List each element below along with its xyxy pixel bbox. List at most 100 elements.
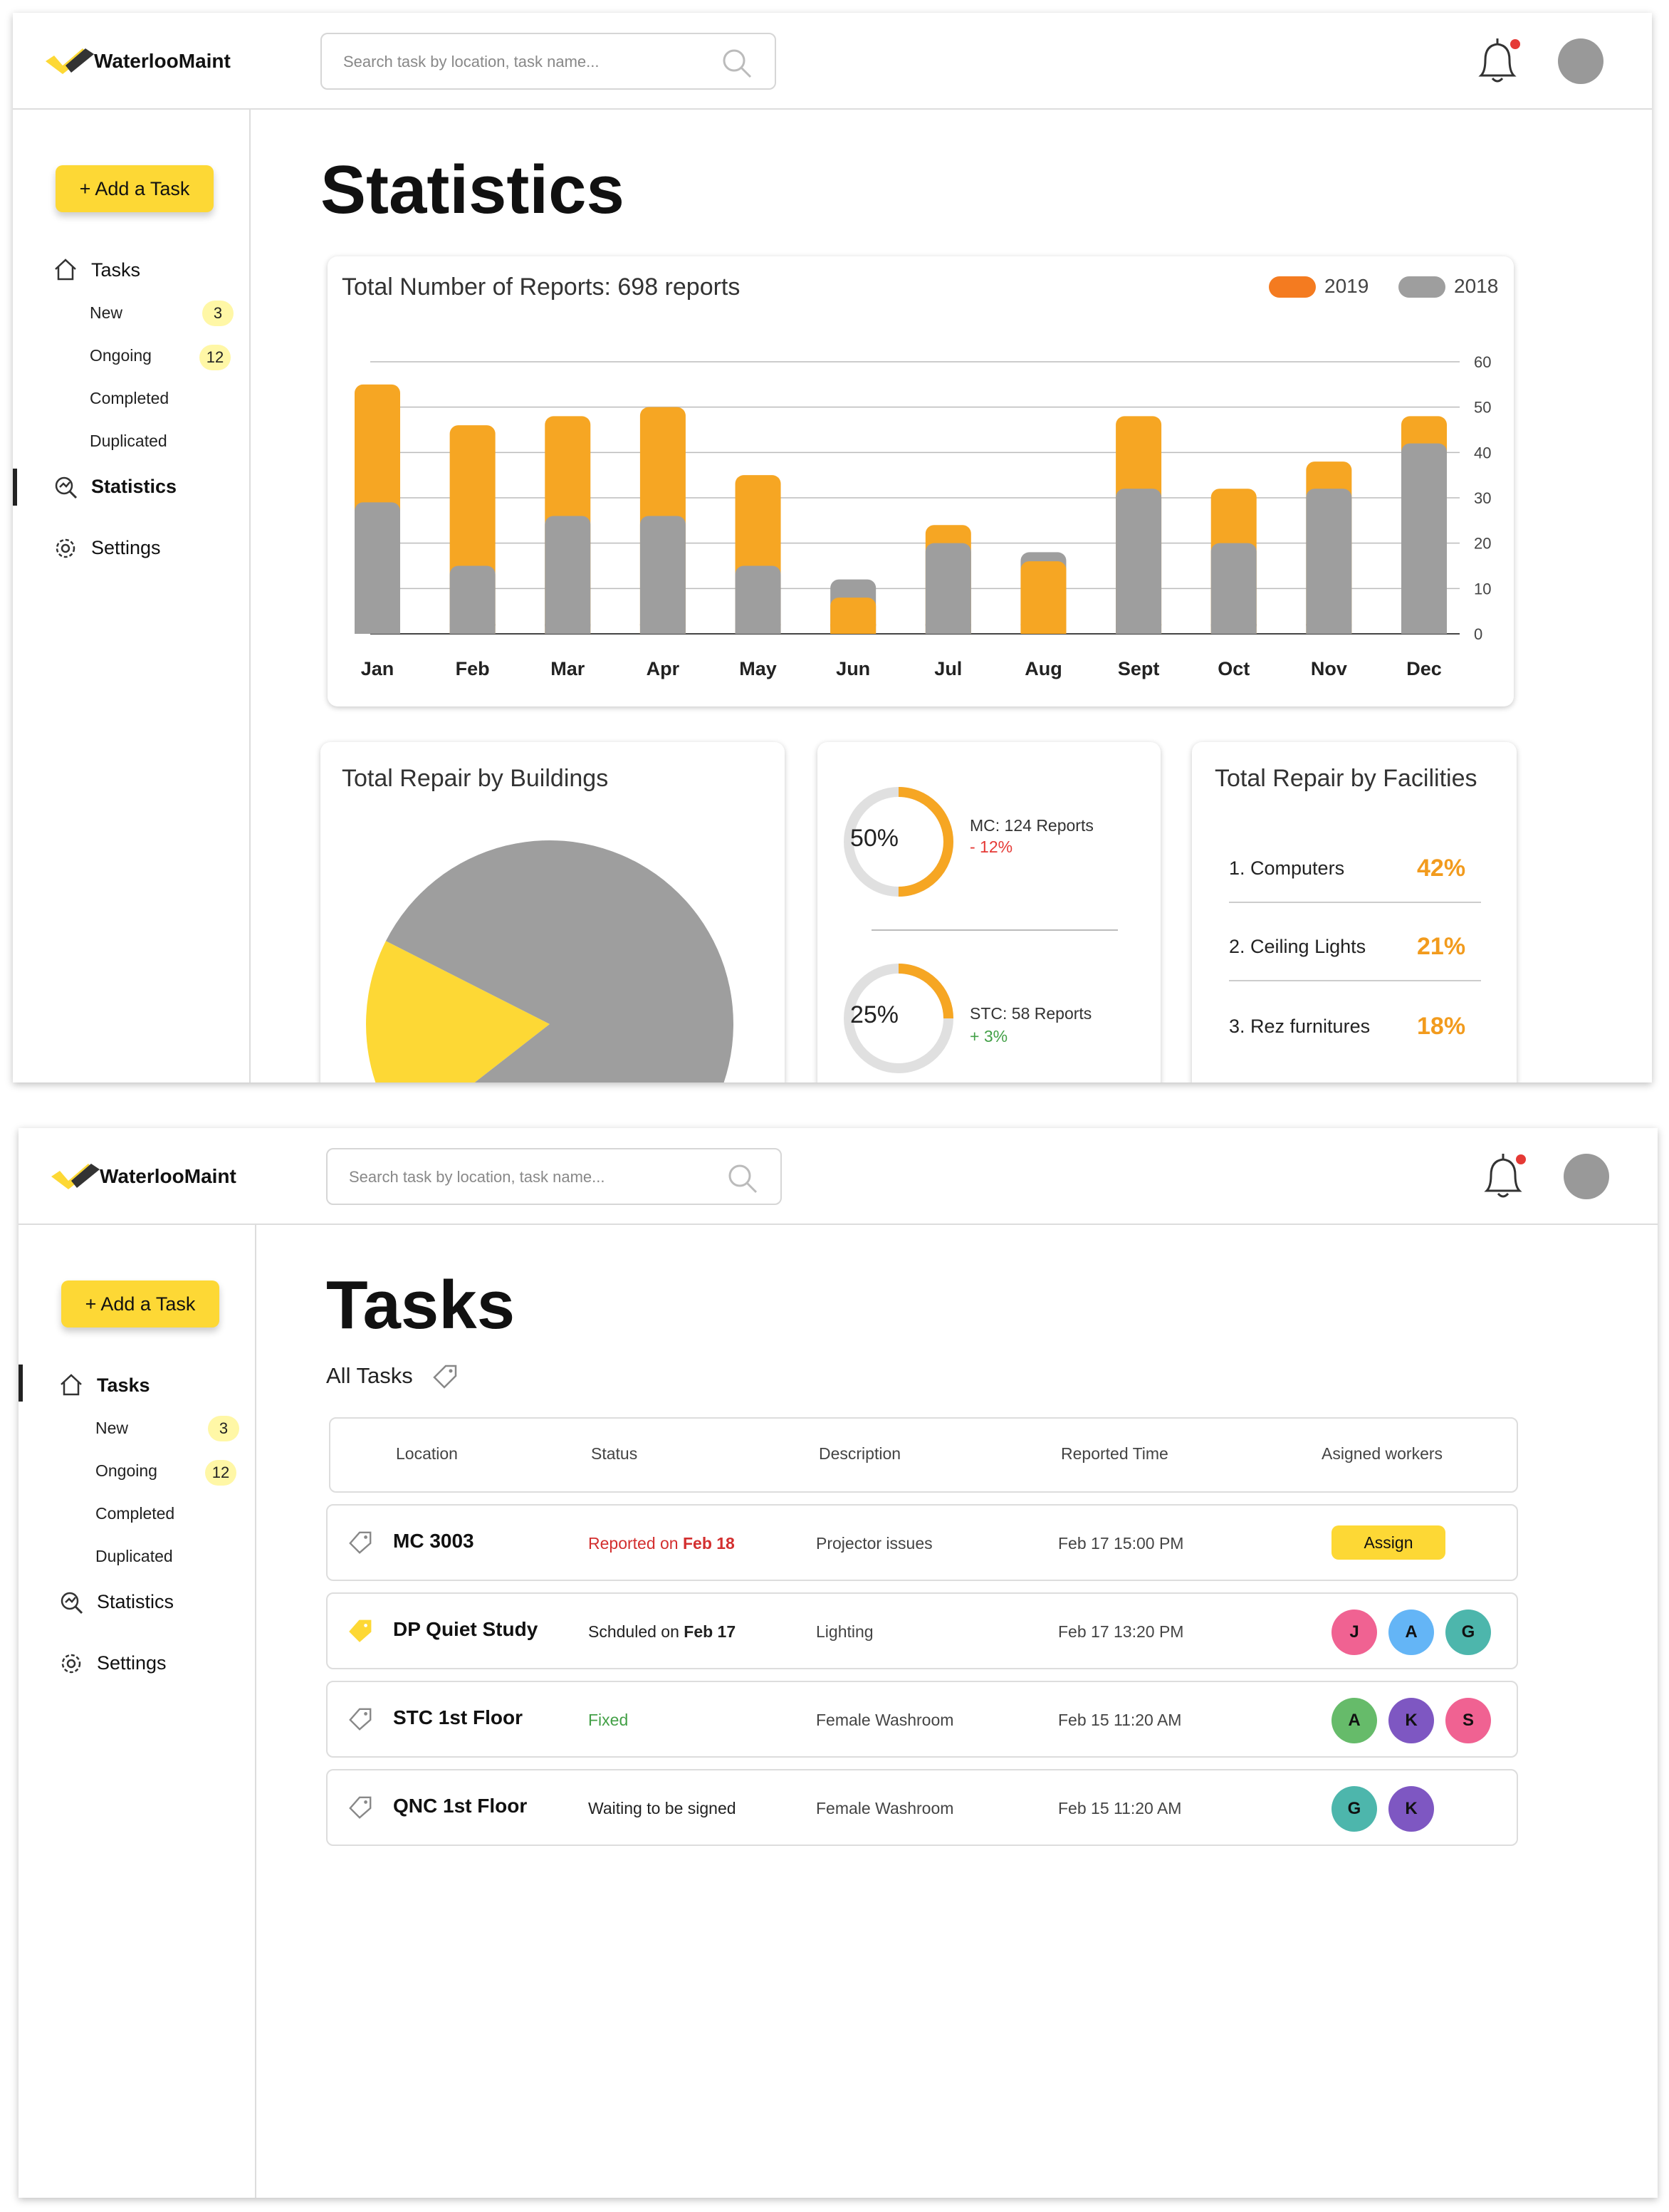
- nav-settings[interactable]: Settings: [91, 537, 161, 558]
- tag-icon[interactable]: [347, 1530, 373, 1555]
- worker-avatar[interactable]: G: [1445, 1610, 1491, 1655]
- y-tick-label: 10: [1474, 580, 1491, 598]
- add-task-button[interactable]: + Add a Task: [56, 165, 214, 212]
- bar-2018-base: [355, 624, 400, 634]
- nav-tasks[interactable]: Tasks: [91, 259, 141, 281]
- bar-2018: [1401, 443, 1447, 634]
- tag-icon[interactable]: [347, 1795, 373, 1820]
- header: WaterlooMaint: [19, 1128, 1658, 1225]
- col-status[interactable]: Status: [591, 1444, 638, 1463]
- brand-name: WaterlooMaint: [100, 1165, 236, 1187]
- ongoing-count-badge: 12: [205, 1460, 236, 1486]
- col-reported-time[interactable]: Reported Time: [1061, 1444, 1168, 1463]
- nav-duplicated[interactable]: Duplicated: [90, 432, 167, 450]
- facilities-title: Total Repair by Facilities: [1215, 765, 1477, 792]
- user-avatar[interactable]: [1564, 1154, 1609, 1199]
- x-tick-label: Jan: [361, 658, 394, 679]
- search-input[interactable]: [349, 1165, 705, 1189]
- statistics-icon: [61, 1592, 83, 1614]
- bar-2018-base: [545, 624, 591, 634]
- bell-icon[interactable]: [1478, 1149, 1528, 1204]
- search-box[interactable]: [326, 1148, 782, 1205]
- facility-item: 2. Ceiling Lights: [1229, 936, 1366, 957]
- page-title: Tasks: [326, 1267, 516, 1343]
- search-input[interactable]: [343, 50, 699, 74]
- nav-statistics[interactable]: Statistics: [91, 476, 177, 497]
- bar-2018: [449, 565, 496, 634]
- pie-slice: [366, 941, 550, 1082]
- bar-2018-base: [925, 624, 971, 634]
- table-row[interactable]: MC 3003 Reported on Feb 18 Projector issue…: [326, 1504, 1518, 1581]
- col-location[interactable]: Location: [396, 1444, 458, 1463]
- logo-icon: [46, 48, 94, 74]
- x-tick-label: Dec: [1406, 658, 1442, 679]
- nav-completed[interactable]: Completed: [90, 389, 169, 407]
- bar-2018-base: [1306, 624, 1352, 634]
- nav-new[interactable]: New: [95, 1419, 129, 1437]
- table-row[interactable]: STC 1st Floor Fixed Female Washroom Feb 15 …: [326, 1681, 1518, 1758]
- bar-2018: [355, 502, 400, 634]
- assign-button[interactable]: Assign: [1331, 1525, 1445, 1560]
- buildings-title: Total Repair by Buildings: [342, 765, 609, 792]
- status-date: Feb 17: [684, 1622, 736, 1641]
- nav-ongoing[interactable]: Ongoing: [90, 346, 152, 365]
- nav-completed[interactable]: Completed: [95, 1504, 175, 1523]
- bell-icon[interactable]: [1472, 34, 1522, 88]
- tag-icon[interactable]: [347, 1706, 373, 1732]
- worker-avatar[interactable]: A: [1388, 1610, 1434, 1655]
- donut-arc: [844, 964, 953, 1073]
- search-icon[interactable]: [726, 1162, 759, 1195]
- home-icon: [61, 1374, 82, 1396]
- chart-title: Total Number of Reports: 698 reports: [342, 273, 741, 301]
- bar-2018: [735, 565, 781, 634]
- nav-settings[interactable]: Settings: [97, 1652, 167, 1674]
- worker-avatar[interactable]: J: [1331, 1610, 1377, 1655]
- col-description[interactable]: Description: [819, 1444, 901, 1463]
- statistics-icon: [55, 476, 78, 499]
- table-row[interactable]: DP Quiet Study Schduled on Feb 17 Lighting…: [326, 1592, 1518, 1669]
- table-row[interactable]: QNC 1st Floor Waiting to be signed Female …: [326, 1769, 1518, 1846]
- task-status: Reported on Feb 18: [588, 1534, 735, 1553]
- tag-icon[interactable]: [431, 1363, 459, 1390]
- bar-2018-base: [639, 624, 686, 634]
- nav-new[interactable]: New: [90, 303, 123, 322]
- stc-percent: 25%: [849, 1001, 899, 1028]
- tasks-screen: WaterlooMaint + Add a Task Tasks New 3 O…: [19, 1128, 1658, 2198]
- search-icon[interactable]: [721, 47, 753, 80]
- y-tick-label: 50: [1474, 399, 1491, 417]
- bar-chart: 0 10 20 30 40 50 60 Jan Feb Mar Apr May Jun Jul Aug Sep…: [355, 353, 1491, 679]
- stc-label: STC: 58 Reports: [970, 1004, 1092, 1023]
- task-status: Waiting to be signed: [588, 1799, 736, 1818]
- task-location: STC 1st Floor: [393, 1706, 523, 1728]
- bar-2019-base: [1020, 624, 1067, 634]
- worker-avatar[interactable]: K: [1388, 1786, 1434, 1832]
- mc-donut: [844, 787, 953, 897]
- y-tick-label: 0: [1474, 625, 1482, 643]
- nav-statistics[interactable]: Statistics: [97, 1591, 174, 1612]
- building-donuts-card: 50% MC: 124 Reports - 12% 25% STC: 58 Re…: [817, 742, 1161, 1082]
- worker-avatar[interactable]: K: [1388, 1698, 1434, 1743]
- header: WaterlooMaint: [13, 13, 1652, 110]
- bar-2019: [1020, 561, 1067, 634]
- worker-avatar[interactable]: S: [1445, 1698, 1491, 1743]
- task-status: Fixed: [588, 1711, 628, 1730]
- facility-percent: 21%: [1417, 933, 1466, 960]
- add-task-button[interactable]: + Add a Task: [61, 1280, 219, 1327]
- facility-item: 1. Computers: [1229, 857, 1345, 879]
- task-location: QNC 1st Floor: [393, 1795, 528, 1817]
- facilities-card: Total Repair by Facilities 1. Computers …: [1192, 742, 1517, 1082]
- search-box[interactable]: [320, 33, 776, 90]
- worker-avatar[interactable]: A: [1331, 1698, 1377, 1743]
- bar-2018: [1116, 489, 1162, 634]
- user-avatar[interactable]: [1558, 38, 1603, 84]
- nav-tasks[interactable]: Tasks: [97, 1374, 150, 1396]
- worker-avatar[interactable]: G: [1331, 1786, 1377, 1832]
- divider: [1229, 980, 1481, 981]
- col-workers[interactable]: Asigned workers: [1322, 1444, 1443, 1463]
- ongoing-count-badge: 12: [199, 345, 231, 370]
- nav-ongoing[interactable]: Ongoing: [95, 1461, 157, 1480]
- legend-2019-swatch: [1269, 276, 1316, 298]
- nav-duplicated[interactable]: Duplicated: [95, 1547, 173, 1565]
- all-tasks-filter[interactable]: All Tasks: [326, 1363, 413, 1388]
- tag-icon[interactable]: [347, 1618, 373, 1644]
